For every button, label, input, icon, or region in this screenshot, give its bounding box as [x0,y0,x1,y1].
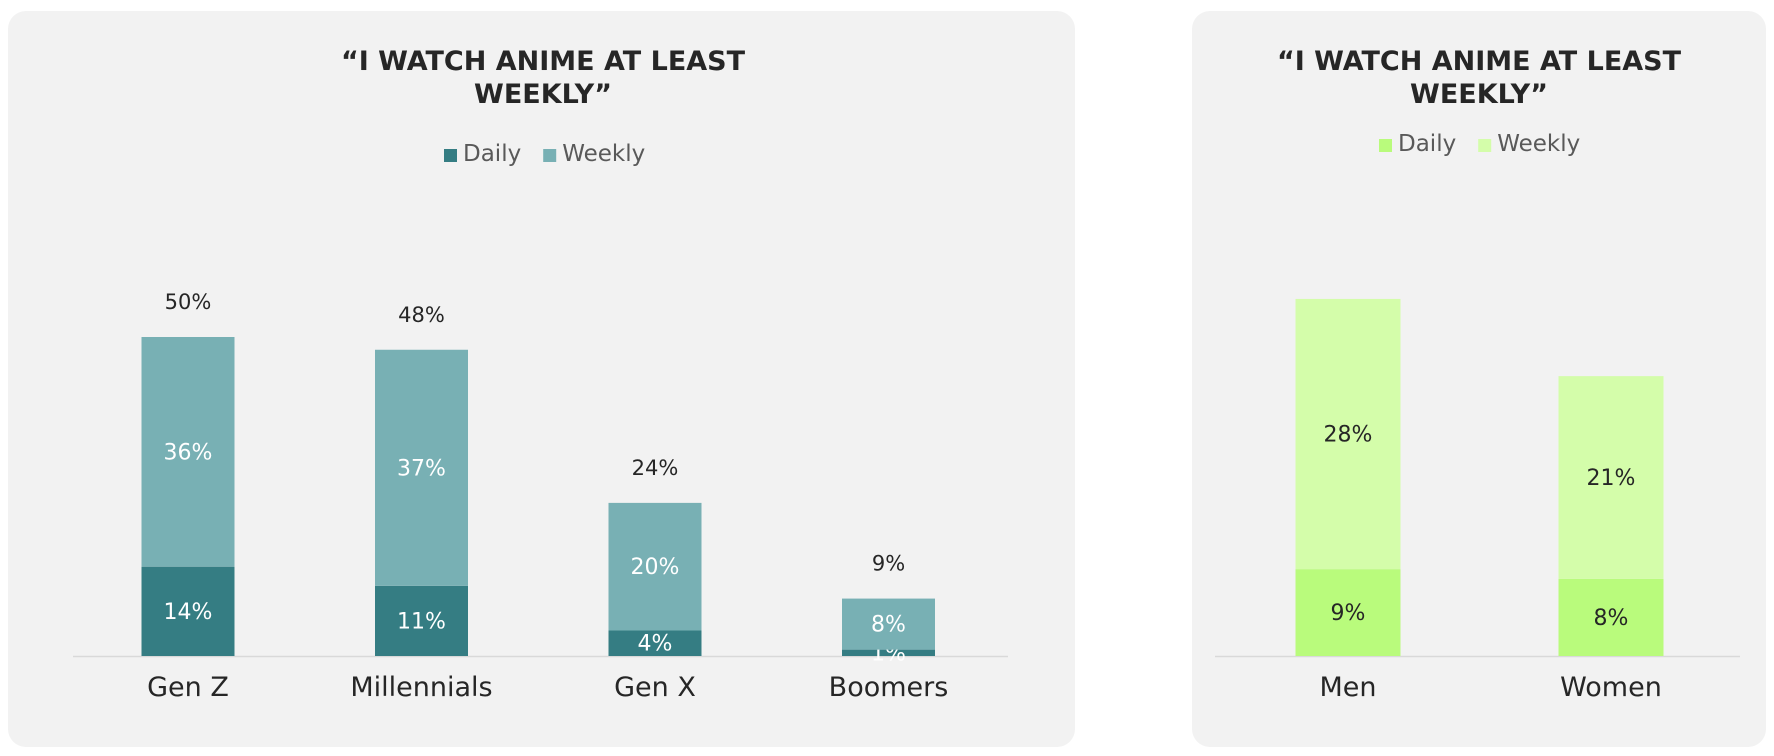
bar-millennials-daily [375,585,468,656]
chart-title-line: “I WATCH ANIME AT LEAST [341,46,746,77]
chart-title-line: WEEKLY” [474,79,612,110]
data-label-weekly: 20% [631,555,680,580]
bar-women-daily [1558,578,1664,656]
data-label-daily: 11% [397,609,446,634]
chart-title-line: WEEKLY” [1410,79,1548,110]
data-label-weekly: 28% [1324,423,1373,448]
legend-label-weekly: Weekly [1497,131,1580,157]
age-chart-panel: “I WATCH ANIME AT LEAST WEEKLY” Daily Weekl… [8,11,1075,747]
data-label-weekly: 21% [1587,466,1636,491]
category-label: Women [1560,672,1662,703]
data-label-weekly: 36% [164,440,213,465]
category-label: Men [1319,672,1376,703]
data-label-weekly: 8% [871,613,906,638]
total-label: 48% [398,303,445,327]
category-label: Boomers [829,672,949,703]
chart-title-line: “I WATCH ANIME AT LEAST [1277,46,1682,77]
data-label-daily: 4% [638,632,673,657]
category-label: Millennials [350,672,492,703]
bar-men-weekly [1295,298,1401,570]
bar-men-daily [1295,569,1401,656]
legend-swatch-weekly [543,149,557,162]
gender-chart-panel: “I WATCH ANIME AT LEAST WEEKLY” Daily Weekl… [1192,11,1766,747]
category-label: Gen X [614,672,696,703]
data-label-weekly: 37% [397,456,446,481]
bar-gen-x-daily [608,630,702,656]
legend-label-daily: Daily [1398,131,1456,157]
legend-swatch-daily [444,149,457,162]
data-label-daily: 8% [1594,606,1629,631]
bar-boomers-weekly [842,598,935,650]
total-label: 9% [872,552,905,576]
data-label-daily: 14% [164,600,213,625]
category-label: Gen Z [147,672,229,703]
total-label: 50% [165,290,212,314]
bar-women-weekly [1558,376,1664,579]
legend-swatch-daily [1379,139,1392,152]
legend-swatch-weekly [1478,139,1492,152]
bar-gen-x-weekly [608,502,702,631]
bar-gen-z-daily [141,566,235,656]
legend-label-weekly: Weekly [562,141,645,167]
bar-gen-z-weekly [141,337,235,567]
data-label-daily: 9% [1331,601,1366,626]
legend-label-daily: Daily [463,141,521,167]
bar-boomers-daily [842,649,935,656]
total-label: 24% [632,456,679,480]
bar-millennials-weekly [375,349,468,586]
